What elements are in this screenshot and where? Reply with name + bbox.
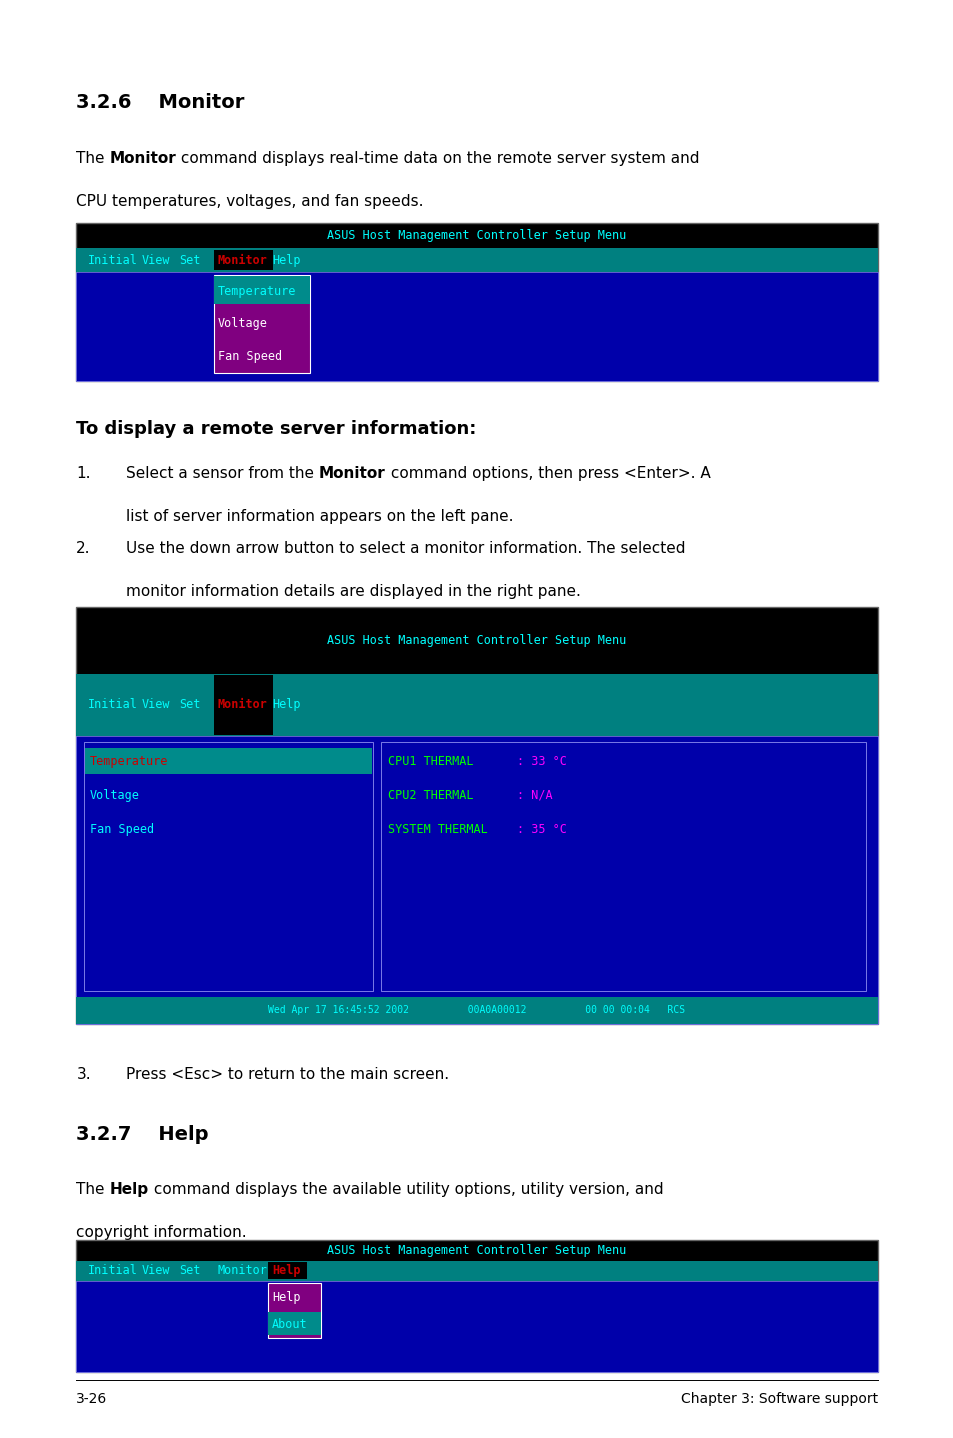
- Text: Monitor: Monitor: [217, 253, 267, 266]
- Text: Select a sensor from the: Select a sensor from the: [126, 466, 318, 480]
- Text: : N/A: : N/A: [517, 789, 552, 802]
- Text: Monitor: Monitor: [318, 466, 385, 480]
- Text: Fan Speed: Fan Speed: [217, 351, 281, 364]
- Bar: [76, 997, 877, 1024]
- Text: Chapter 3: Software support: Chapter 3: Software support: [679, 1392, 877, 1406]
- Bar: [76, 1281, 877, 1372]
- Bar: [76, 607, 877, 1024]
- Text: Help: Help: [110, 1182, 149, 1196]
- Text: To display a remote server information:: To display a remote server information:: [76, 420, 476, 439]
- Text: View: View: [141, 253, 170, 266]
- Bar: [76, 223, 877, 381]
- Bar: [213, 276, 309, 305]
- Text: Monitor: Monitor: [217, 699, 267, 712]
- Bar: [268, 1263, 307, 1280]
- Text: ASUS Host Management Controller Setup Menu: ASUS Host Management Controller Setup Me…: [327, 634, 626, 647]
- Bar: [213, 275, 309, 372]
- Bar: [268, 1313, 320, 1336]
- Text: 3-26: 3-26: [76, 1392, 108, 1406]
- Text: ASUS Host Management Controller Setup Menu: ASUS Host Management Controller Setup Me…: [327, 1244, 626, 1257]
- Text: command displays the available utility options, utility version, and: command displays the available utility o…: [149, 1182, 662, 1196]
- Text: list of server information appears on the left pane.: list of server information appears on th…: [126, 509, 513, 523]
- Text: Help: Help: [272, 1264, 300, 1277]
- Bar: [213, 674, 273, 735]
- Bar: [268, 1284, 320, 1339]
- Bar: [85, 748, 372, 775]
- Text: View: View: [141, 699, 170, 712]
- Text: 1.: 1.: [76, 466, 91, 480]
- Text: command options, then press <Enter>. A: command options, then press <Enter>. A: [385, 466, 710, 480]
- Text: : 33 °C: : 33 °C: [517, 755, 566, 768]
- Text: 3.2.6    Monitor: 3.2.6 Monitor: [76, 93, 244, 112]
- Text: The: The: [76, 1182, 110, 1196]
- Text: Press <Esc> to return to the main screen.: Press <Esc> to return to the main screen…: [126, 1067, 449, 1081]
- Text: 3.2.7    Help: 3.2.7 Help: [76, 1125, 209, 1143]
- Text: command displays real-time data on the remote server system and: command displays real-time data on the r…: [176, 151, 700, 165]
- Bar: [84, 742, 373, 991]
- Text: Set: Set: [179, 1264, 200, 1277]
- Text: Monitor: Monitor: [110, 151, 176, 165]
- Text: CPU2 THERMAL: CPU2 THERMAL: [388, 789, 474, 802]
- Text: Monitor: Monitor: [217, 1264, 267, 1277]
- Bar: [76, 1240, 877, 1372]
- Text: copyright information.: copyright information.: [76, 1225, 247, 1240]
- Bar: [76, 249, 877, 272]
- Bar: [213, 250, 273, 270]
- Text: Initial: Initial: [88, 253, 137, 266]
- Text: CPU1 THERMAL: CPU1 THERMAL: [388, 755, 474, 768]
- Text: Help: Help: [272, 699, 300, 712]
- Text: Initial: Initial: [88, 699, 137, 712]
- Text: Wed Apr 17 16:45:52 2002          00A0A00012          00 00 00:04   RCS: Wed Apr 17 16:45:52 2002 00A0A00012 00 0…: [268, 1005, 685, 1015]
- Text: Help: Help: [272, 1291, 300, 1304]
- Text: The: The: [76, 151, 110, 165]
- Text: Fan Speed: Fan Speed: [90, 823, 153, 835]
- Text: 2.: 2.: [76, 541, 91, 555]
- Text: About: About: [272, 1319, 307, 1332]
- Text: Help: Help: [272, 253, 300, 266]
- Text: Initial: Initial: [88, 1264, 137, 1277]
- Text: Voltage: Voltage: [90, 789, 139, 802]
- Text: ASUS Host Management Controller Setup Menu: ASUS Host Management Controller Setup Me…: [327, 229, 626, 242]
- Bar: [76, 673, 877, 736]
- Text: : 35 °C: : 35 °C: [517, 823, 566, 835]
- Bar: [76, 736, 877, 1024]
- Text: Voltage: Voltage: [217, 318, 267, 331]
- Text: Set: Set: [179, 699, 200, 712]
- Bar: [380, 742, 865, 991]
- Text: Temperature: Temperature: [90, 755, 168, 768]
- Text: Set: Set: [179, 253, 200, 266]
- Text: View: View: [141, 1264, 170, 1277]
- Text: Use the down arrow button to select a monitor information. The selected: Use the down arrow button to select a mo…: [126, 541, 684, 555]
- Text: SYSTEM THERMAL: SYSTEM THERMAL: [388, 823, 488, 835]
- Bar: [76, 272, 877, 381]
- Bar: [76, 1261, 877, 1281]
- Text: Temperature: Temperature: [217, 285, 295, 298]
- Text: 3.: 3.: [76, 1067, 91, 1081]
- Text: monitor information details are displayed in the right pane.: monitor information details are displaye…: [126, 584, 580, 598]
- Text: CPU temperatures, voltages, and fan speeds.: CPU temperatures, voltages, and fan spee…: [76, 194, 423, 209]
